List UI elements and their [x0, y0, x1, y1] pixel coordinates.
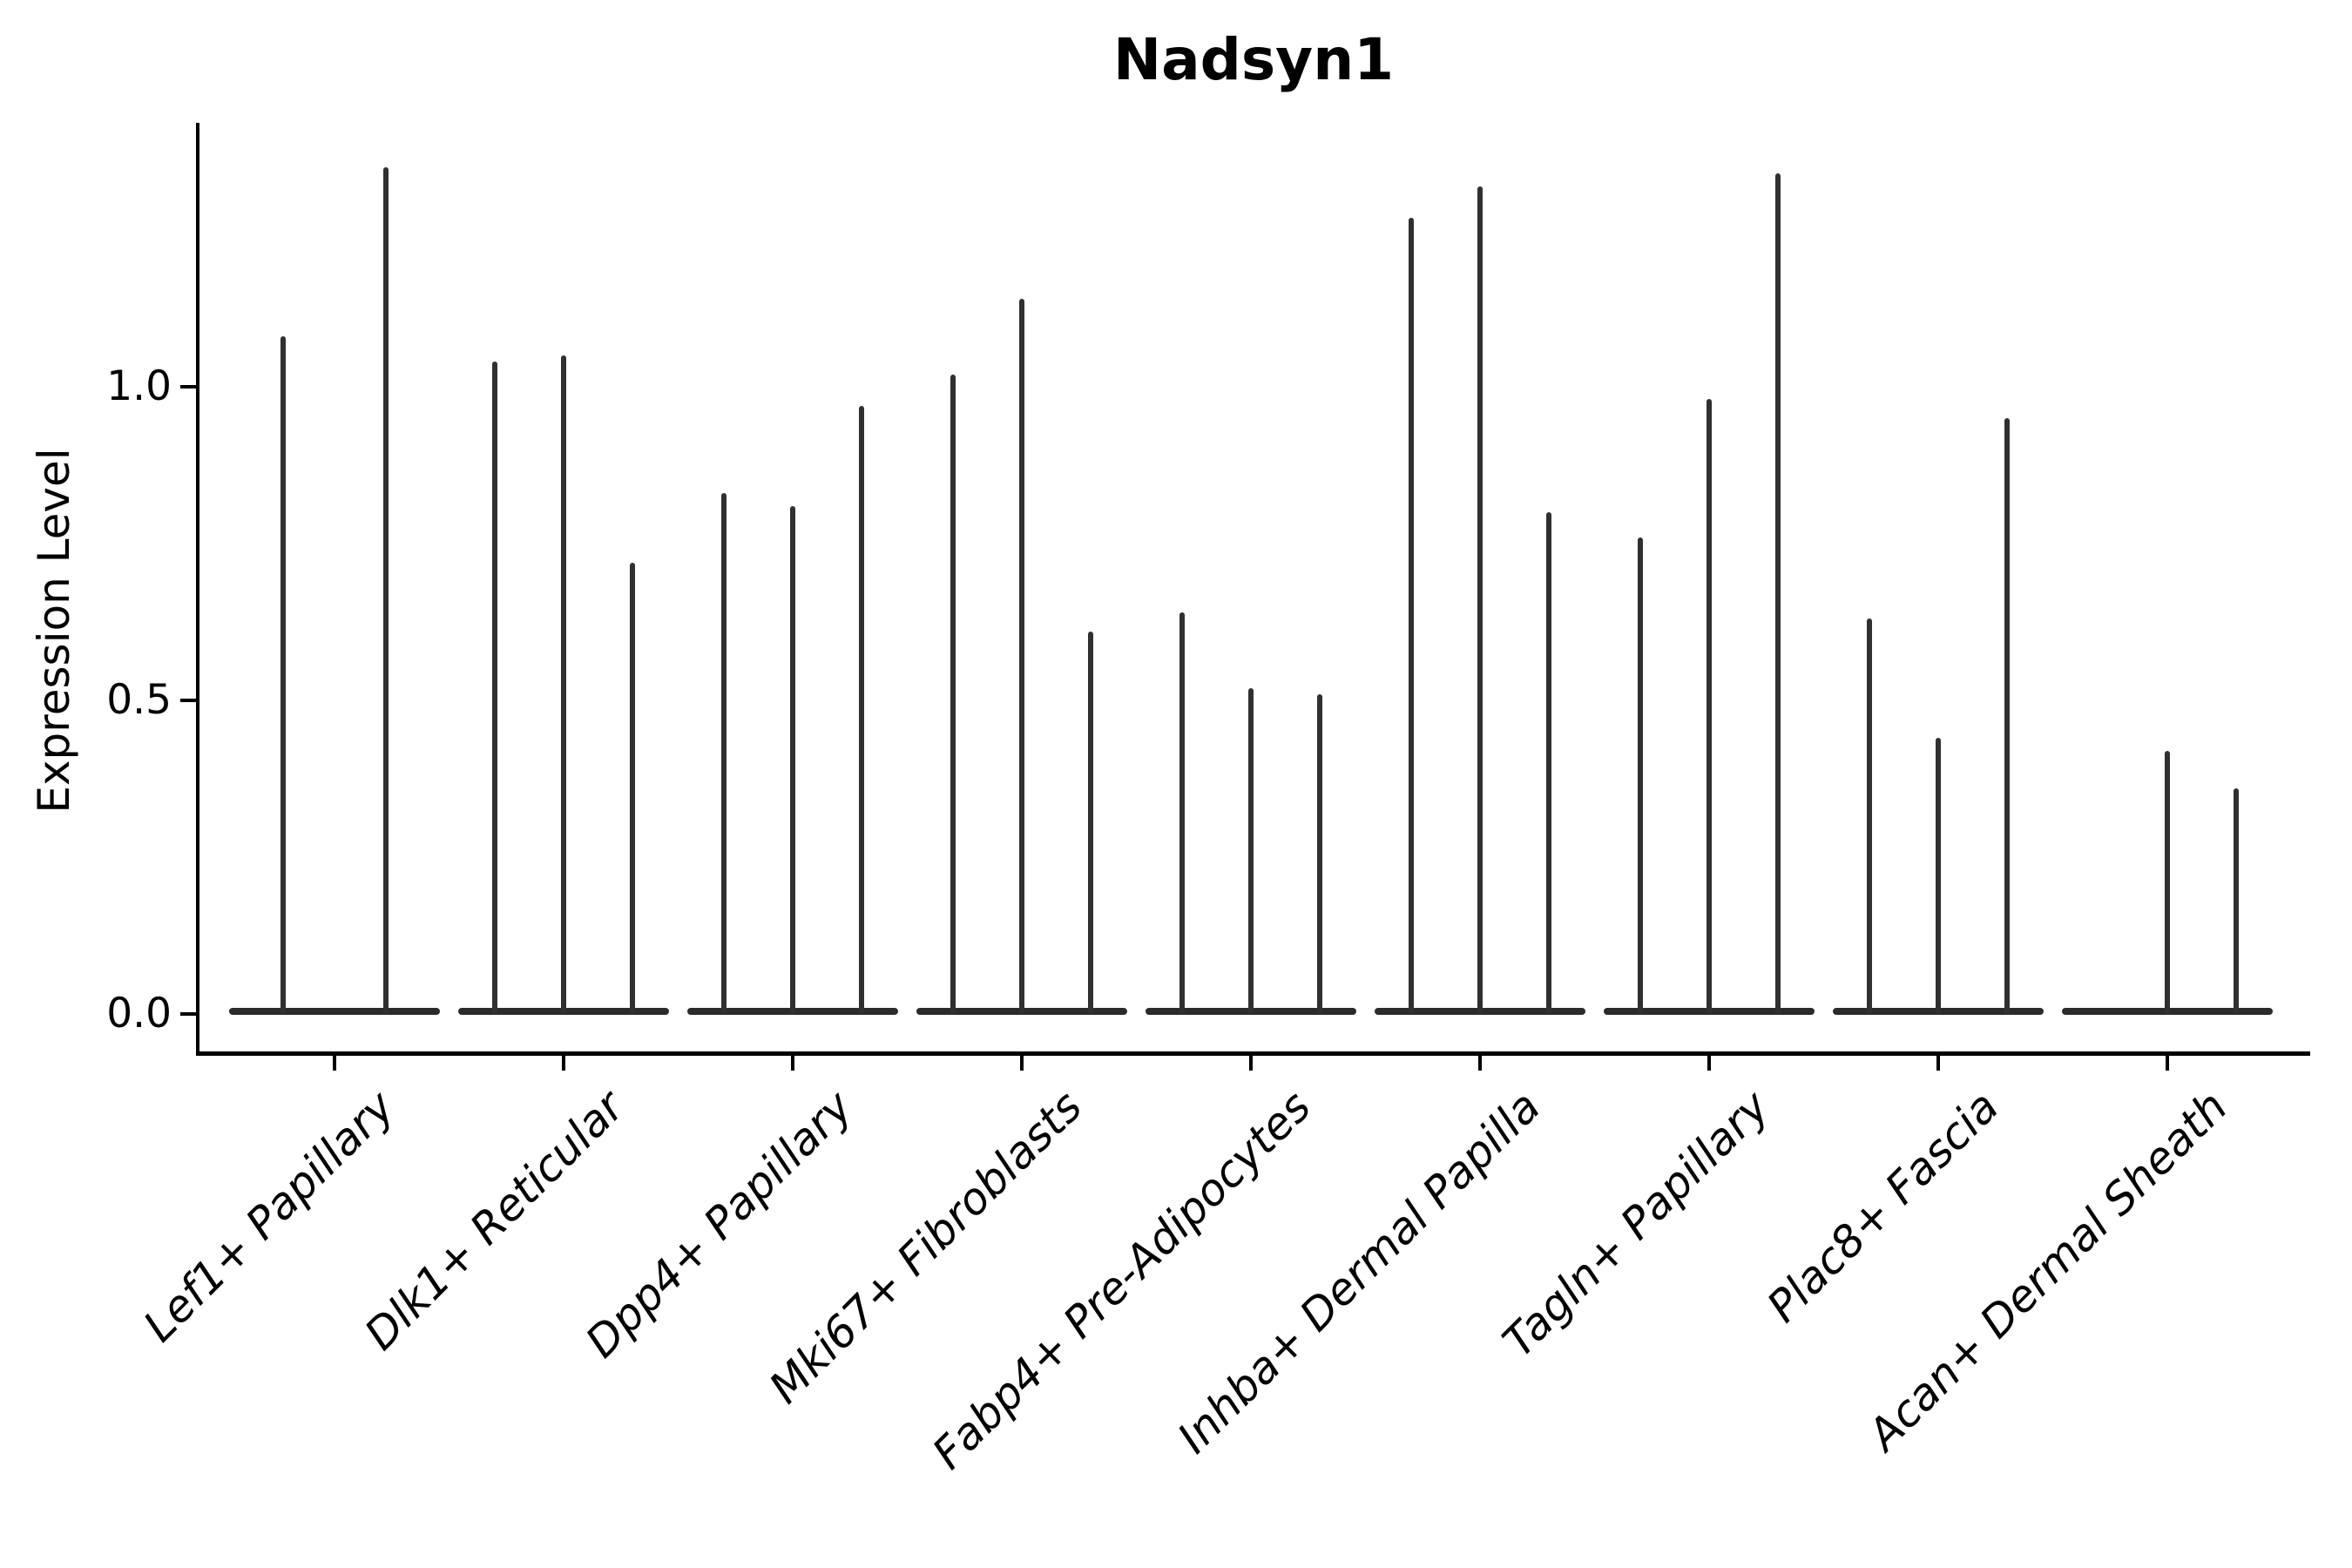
violin-spike	[1774, 173, 1781, 1014]
y-axis-spine	[196, 123, 199, 1056]
violin-spike	[1936, 738, 1941, 1014]
violin-spike	[1409, 217, 1415, 1014]
violin-spike	[858, 405, 864, 1014]
y-axis-tick	[180, 1012, 196, 1016]
violin-spike	[2004, 418, 2010, 1014]
chart-title: Nadsyn1	[1112, 26, 1395, 93]
y-axis-label: Expression Level	[29, 448, 79, 814]
x-tick-label: Lef1+ Papillary	[133, 1081, 405, 1352]
x-axis-tick	[562, 1056, 565, 1071]
violin-spike	[1707, 399, 1712, 1014]
violin-spike	[1545, 512, 1551, 1014]
x-axis-tick	[1249, 1056, 1253, 1071]
x-tick-label: Fabp4+ Pre-Adipocytes	[923, 1081, 1321, 1479]
x-axis-tick	[2166, 1056, 2169, 1071]
violin-spike	[2233, 787, 2239, 1014]
violin-spike	[790, 505, 795, 1014]
violin-spike	[1248, 687, 1254, 1014]
y-axis-tick	[180, 385, 196, 389]
y-tick-label: 0.0	[106, 990, 172, 1037]
violin-spike	[950, 374, 956, 1014]
violin-spike	[1867, 618, 1873, 1014]
x-tick-label: Plac8+ Fascia	[1757, 1081, 2009, 1333]
y-axis-tick	[180, 699, 196, 702]
violin-spike	[1087, 631, 1093, 1014]
violin-spike	[1316, 693, 1322, 1014]
y-tick-label: 1.0	[106, 362, 172, 410]
x-axis-tick	[791, 1056, 794, 1071]
x-axis-tick	[333, 1056, 336, 1071]
x-axis-tick	[1020, 1056, 1024, 1071]
violin-spike	[1019, 299, 1024, 1014]
violin-spike	[561, 355, 566, 1014]
violin-spike	[721, 493, 727, 1014]
y-tick-label: 0.5	[106, 676, 172, 724]
violin-spike	[1638, 537, 1644, 1014]
violin-spike	[492, 362, 498, 1014]
x-axis-tick	[1478, 1056, 1482, 1071]
x-axis-spine	[196, 1051, 2310, 1056]
x-axis-tick	[1936, 1056, 1940, 1071]
x-axis-tick	[1707, 1056, 1711, 1071]
violin-spike	[280, 336, 286, 1014]
violin-spike	[1477, 186, 1483, 1014]
violin-spike	[383, 167, 389, 1014]
violin-spike	[1179, 612, 1186, 1014]
violin-baseline	[229, 1008, 440, 1015]
violin-spike	[2165, 750, 2170, 1014]
violin-spike	[629, 562, 635, 1014]
